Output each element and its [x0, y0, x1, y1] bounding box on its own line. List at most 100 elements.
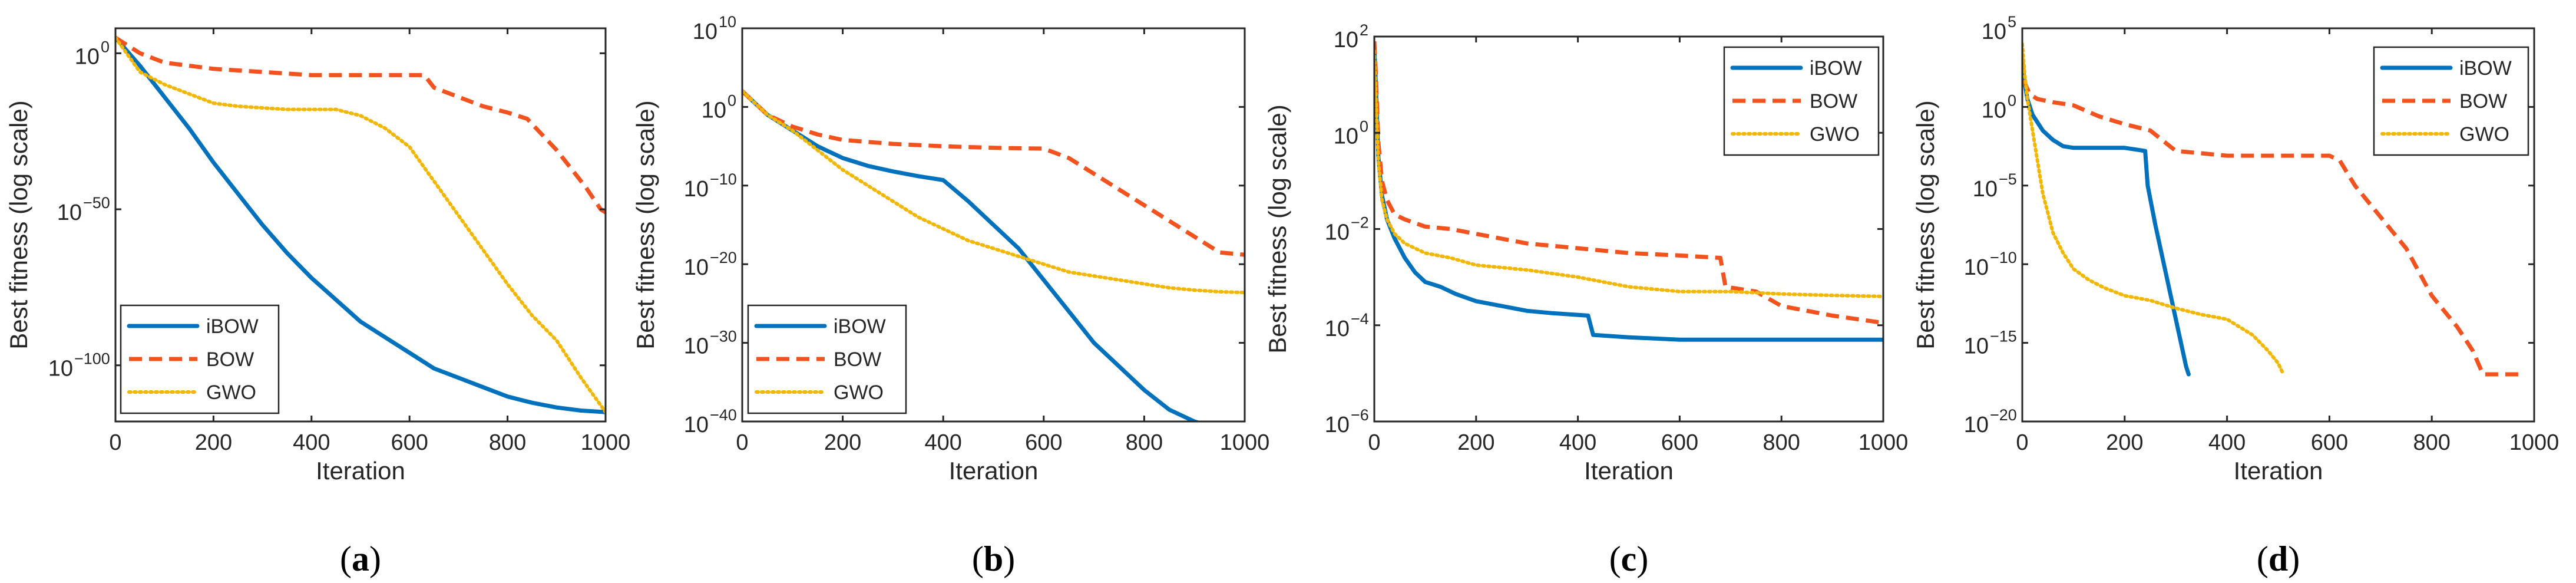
y-tick-label-a-2: 10	[48, 357, 73, 381]
panel-label-a: (a)	[340, 539, 381, 578]
legend-c: iBOW BOW GWO	[1723, 46, 1880, 156]
y-tick-exp-d-2: −5	[1999, 170, 2017, 188]
y-tick-exp-d-1: 0	[2008, 91, 2016, 109]
y-tick-label-d-1: 10	[1982, 98, 2006, 123]
y-tick-label-b-1: 10	[702, 98, 726, 123]
x-tick-label-a-5: 1000	[581, 430, 631, 455]
x-tick-label-d-1: 200	[2106, 430, 2143, 455]
y-axis-title-c: Best fitness (log scale)	[1264, 104, 1291, 354]
y-tick-label-a-0: 10	[75, 44, 100, 69]
y-tick-exp-d-0: 5	[2008, 13, 2016, 31]
legend-label-bow-d: BOW	[2459, 90, 2507, 113]
legend-label-ibow-a: iBOW	[206, 315, 259, 338]
y-tick-exp-c-3: −4	[1351, 310, 1369, 328]
x-tick-label-c-1: 200	[1457, 430, 1494, 455]
x-tick-label-b-0: 0	[736, 430, 748, 455]
y-tick-label-d-3: 10	[1964, 255, 1989, 280]
x-axis-title-a: Iteration	[316, 457, 405, 485]
legend-label-gwo-d: GWO	[2459, 123, 2509, 146]
y-tick-label-c-2: 10	[1325, 220, 1350, 245]
x-tick-label-b-2: 400	[924, 430, 961, 455]
legend-label-bow-a: BOW	[206, 348, 254, 371]
legend-label-bow-c: BOW	[1810, 90, 1857, 113]
legend-d: iBOW BOW GWO	[2373, 46, 2529, 156]
legend-b: iBOW BOW GWO	[747, 304, 907, 414]
legend-label-gwo-c: GWO	[1810, 123, 1860, 146]
legend-label-gwo-a: GWO	[206, 381, 256, 404]
y-tick-exp-a-1: −50	[83, 194, 110, 212]
y-tick-label-b-2: 10	[684, 177, 709, 202]
y-tick-label-d-0: 10	[1982, 19, 2006, 44]
legend-label-bow-b: BOW	[834, 348, 881, 371]
legend-label-gwo-b: GWO	[834, 381, 884, 404]
panel-label-b: (b)	[972, 539, 1015, 578]
y-tick-exp-b-2: −10	[710, 170, 737, 188]
x-tick-label-d-0: 0	[2016, 430, 2028, 455]
y-tick-label-d-4: 10	[1964, 334, 1989, 359]
y-tick-exp-b-4: −30	[710, 328, 737, 345]
y-tick-exp-b-0: 10	[719, 13, 736, 31]
x-axis-title-d: Iteration	[2234, 457, 2323, 485]
y-tick-exp-a-2: −100	[74, 350, 110, 368]
series-line-ibow-b	[742, 89, 1202, 421]
x-tick-label-d-2: 400	[2208, 430, 2246, 455]
x-tick-label-c-2: 400	[1559, 430, 1596, 455]
y-tick-exp-c-2: −2	[1351, 214, 1369, 232]
y-tick-exp-c-1: 0	[1360, 117, 1368, 135]
y-tick-label-b-3: 10	[684, 255, 709, 280]
x-tick-label-b-4: 800	[1126, 430, 1163, 455]
y-tick-label-a-1: 10	[57, 200, 82, 225]
y-tick-exp-d-5: −20	[1990, 406, 2017, 424]
y-tick-exp-a-0: 0	[101, 38, 110, 55]
y-tick-label-c-4: 10	[1325, 413, 1350, 437]
y-tick-exp-b-3: −20	[710, 249, 737, 266]
y-tick-label-b-5: 10	[684, 413, 709, 437]
y-tick-exp-c-4: −6	[1351, 406, 1369, 424]
panel-label-c: (c)	[1609, 539, 1649, 578]
y-tick-exp-d-3: −10	[1990, 249, 2017, 266]
y-tick-label-c-0: 10	[1334, 28, 1358, 52]
y-tick-label-b-0: 10	[693, 19, 717, 44]
x-tick-label-c-0: 0	[1368, 430, 1380, 455]
x-tick-label-c-3: 600	[1661, 430, 1698, 455]
x-tick-label-a-0: 0	[109, 430, 121, 455]
axes-box-a	[114, 27, 607, 423]
y-tick-exp-d-4: −15	[1990, 328, 2017, 345]
y-tick-label-d-2: 10	[1973, 177, 1998, 202]
x-tick-label-d-3: 600	[2311, 430, 2348, 455]
series-line-ibow-d	[2022, 57, 2191, 377]
x-axis-title-c: Iteration	[1584, 457, 1674, 485]
x-axis-title-b: Iteration	[949, 457, 1039, 485]
legend-a: iBOW BOW GWO	[120, 304, 280, 414]
series-line-bow-c	[1374, 41, 1883, 325]
axes-box-d	[2021, 27, 2535, 423]
y-tick-label-d-5: 10	[1964, 413, 1989, 437]
x-tick-label-c-5: 1000	[1859, 430, 1909, 455]
y-tick-label-b-4: 10	[684, 334, 709, 359]
x-tick-label-b-3: 600	[1025, 430, 1062, 455]
x-tick-label-b-1: 200	[824, 430, 861, 455]
series-line-gwo-a	[115, 35, 606, 414]
x-tick-label-d-4: 800	[2413, 430, 2450, 455]
y-tick-label-c-1: 10	[1334, 124, 1358, 149]
legend-label-ibow-b: iBOW	[834, 315, 886, 338]
x-tick-label-d-5: 1000	[2509, 430, 2560, 455]
x-tick-label-a-3: 600	[391, 430, 428, 455]
series-line-ibow-a	[115, 35, 606, 414]
axes-box-b	[741, 27, 1246, 423]
series-line-bow-b	[742, 90, 1245, 257]
y-tick-exp-c-0: 2	[1360, 21, 1368, 39]
series-line-gwo-b	[742, 89, 1245, 295]
x-tick-label-c-4: 800	[1762, 430, 1800, 455]
x-tick-label-a-4: 800	[489, 430, 526, 455]
series-line-bow-a	[115, 35, 606, 215]
y-axis-title-b: Best fitness (log scale)	[631, 100, 659, 350]
y-tick-exp-b-5: −40	[710, 406, 737, 424]
legend-label-ibow-c: iBOW	[1810, 57, 1862, 80]
y-axis-title-a: Best fitness (log scale)	[5, 100, 32, 350]
